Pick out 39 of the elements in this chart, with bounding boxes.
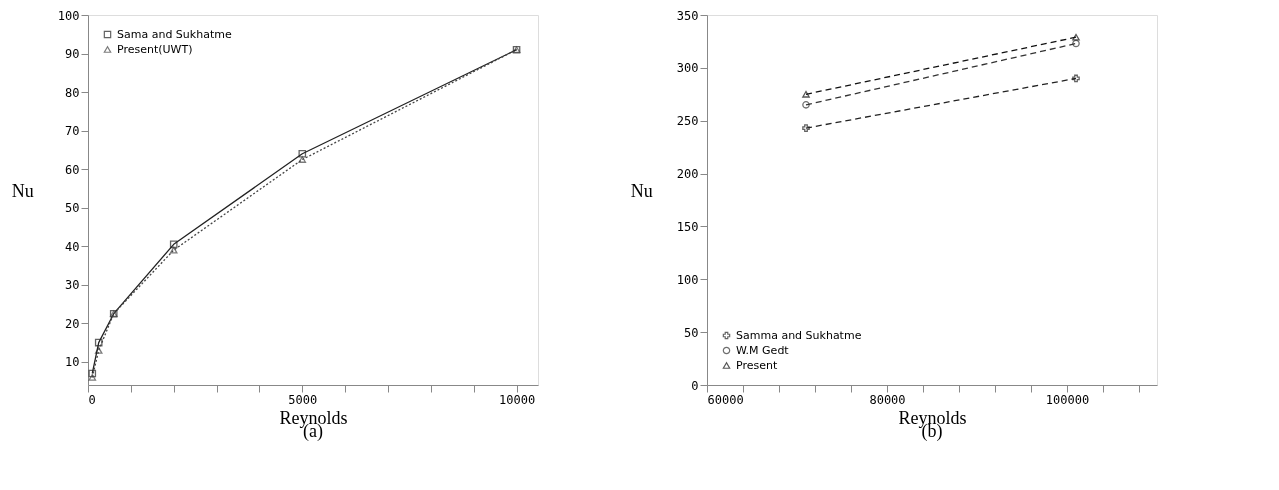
point — [94, 346, 103, 354]
legend-label: W.M Gedt — [736, 343, 790, 357]
y-tick-label: 20 — [65, 316, 80, 331]
y-tick-label: 10 — [65, 355, 80, 370]
legend-label: Present — [736, 358, 778, 372]
y-tick-label: 60 — [65, 162, 80, 177]
y-axis-title: Nu — [630, 180, 653, 201]
y-tick-label: 100 — [57, 8, 80, 23]
y-tick-label: 0 — [691, 378, 699, 393]
x-tick-label: 10000 — [499, 392, 536, 407]
y-tick-label: 40 — [65, 239, 80, 254]
x-tick-label: 80000 — [869, 392, 906, 407]
y-axis-title: Nu — [11, 180, 34, 201]
legend-label: Samma and Sukhatme — [736, 328, 862, 342]
legend-label: Sama and Sukhatme — [117, 27, 232, 41]
y-tick-label: 100 — [676, 272, 699, 287]
point — [94, 338, 103, 347]
point — [169, 246, 178, 254]
y-tick-label: 350 — [676, 8, 699, 23]
point — [298, 149, 307, 158]
y-tick-label: 30 — [65, 278, 80, 293]
x-tick-label: 100000 — [1045, 392, 1090, 407]
point — [88, 369, 97, 378]
point — [88, 373, 97, 381]
y-tick-label: 150 — [676, 219, 699, 234]
point — [169, 240, 178, 249]
y-tick-label: 80 — [65, 85, 80, 100]
legend-label: Present(UWT) — [117, 42, 193, 56]
x-tick-label: 5000 — [288, 392, 318, 407]
y-tick-label: 90 — [65, 47, 80, 62]
y-tick-label: 50 — [684, 325, 699, 340]
point — [298, 156, 307, 163]
y-tick-label: 70 — [65, 124, 80, 139]
x-tick-label: 60000 — [707, 392, 744, 407]
y-tick-label: 200 — [676, 167, 699, 182]
y-tick-label: 250 — [676, 114, 699, 129]
y-tick-label: 300 — [676, 61, 699, 76]
x-tick-label: 0 — [88, 392, 96, 407]
y-tick-label: 50 — [65, 201, 80, 216]
